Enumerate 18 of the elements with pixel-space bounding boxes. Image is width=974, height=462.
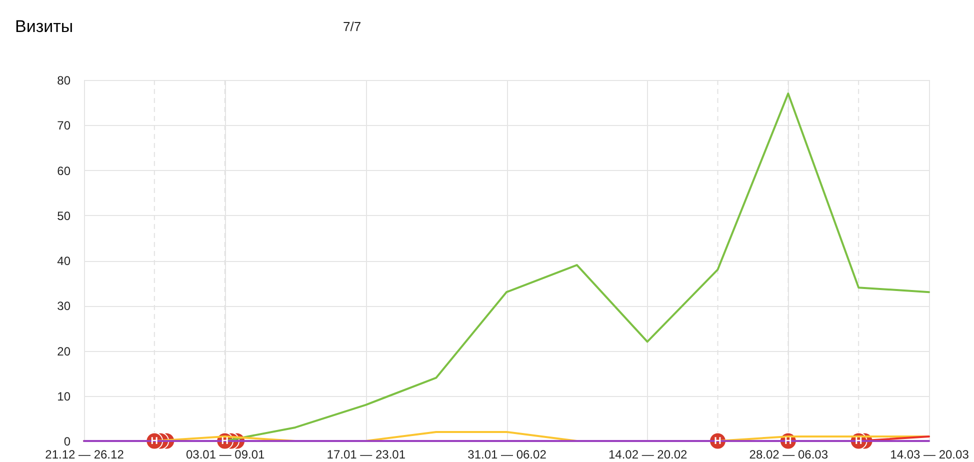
y-tick-label: 70	[57, 118, 71, 133]
x-tick-label: 14.03 — 20.03	[890, 448, 970, 462]
y-tick-label: 80	[57, 74, 71, 88]
y-tick-label: 60	[57, 164, 71, 178]
x-tick-label: 03.01 — 09.01	[186, 448, 266, 462]
text: 7/7	[343, 19, 362, 34]
y-tick-label: 0	[64, 434, 71, 448]
x-tick-label: 21.12 — 26.12	[45, 448, 124, 462]
y-tick-label: 30	[57, 299, 71, 314]
chart-title: Визиты	[15, 17, 74, 36]
x-tick-label: 31.01 — 06.02	[468, 448, 547, 462]
y-tick-label: 40	[57, 254, 71, 268]
y-tick-label: 20	[57, 344, 71, 358]
x-tick-label: 17.01 — 23.01	[326, 448, 406, 462]
y-tick-label: 10	[57, 389, 71, 404]
x-tick-label: 28.02 — 06.03	[749, 448, 828, 462]
x-tick-label: 14.02 — 20.02	[608, 448, 688, 462]
y-tick-label: 50	[57, 208, 71, 223]
